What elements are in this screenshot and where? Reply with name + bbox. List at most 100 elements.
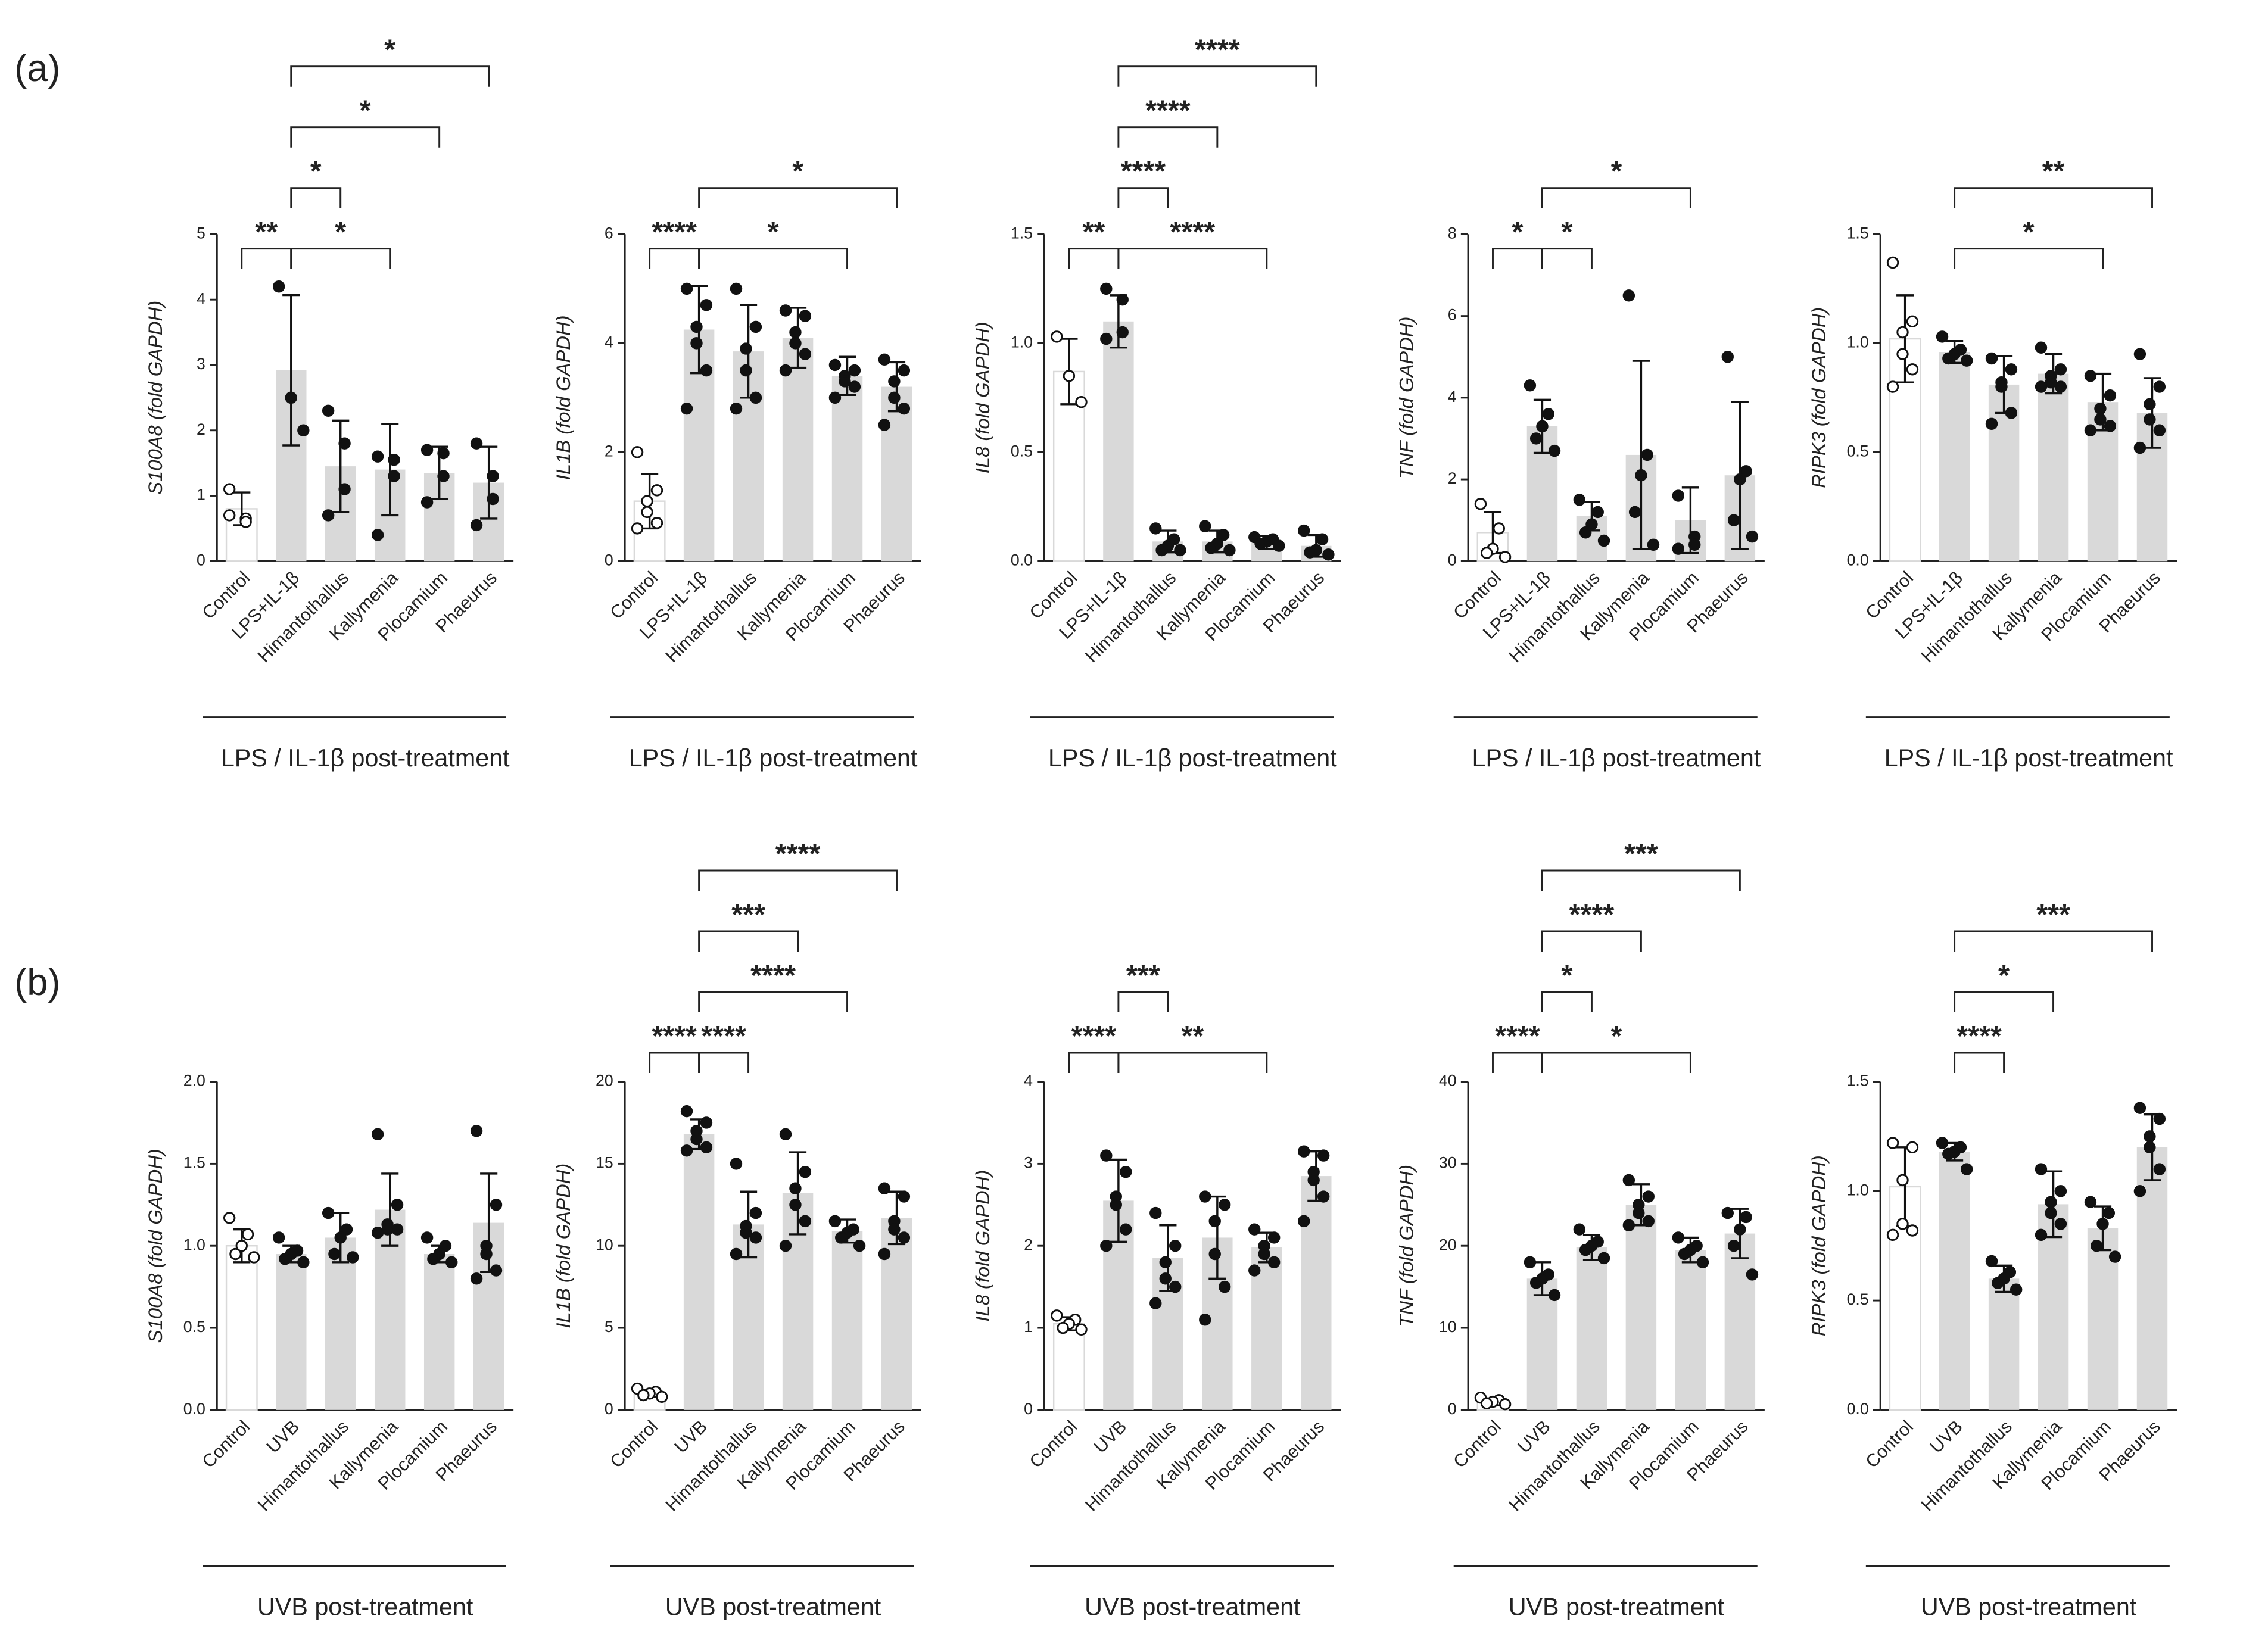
data-point [690,320,703,333]
data-point [2094,413,2107,426]
data-point [898,1231,911,1244]
data-point [789,326,802,339]
data-point [439,1240,452,1252]
data-point [1642,1215,1655,1228]
data-point [789,1199,802,1211]
data-point [2153,1112,2166,1125]
data-point [328,1247,341,1261]
data-point [1199,520,1211,532]
x-tick-label: Control [1450,1417,1505,1472]
data-point [2094,402,2107,415]
data-point [1642,1190,1655,1203]
y-tick-label: 1.5 [1847,1072,1869,1090]
significance-bracket [1954,248,2104,269]
error-bar [282,294,300,447]
error-bar [480,445,498,520]
x-axis-label: LPS / IL-1β post-treatment [1472,744,1761,772]
x-axis-label: UVB post-treatment [1921,1593,2137,1621]
data-point [779,304,792,317]
y-tick-label: 1 [1024,1318,1033,1336]
data-point [2091,1240,2103,1252]
error-bar [2143,377,2161,449]
data-point [322,1206,335,1219]
data-point [1116,326,1129,339]
y-axis-label: TNF (fold GAPDH) [1395,1165,1418,1327]
significance-label: **** [652,1020,697,1052]
data-point [248,1251,260,1264]
significance-label: **** [1195,34,1240,66]
y-tick-label: 0.5 [183,1318,205,1336]
x-tick-label: UVB [263,1417,303,1456]
data-point [2096,1218,2109,1230]
data-point [1524,1256,1537,1268]
data-point [799,1165,812,1178]
significance-bracket [1117,991,1169,1012]
data-point [1597,1252,1610,1265]
significance-bracket [1492,248,1543,269]
data-point [740,364,752,377]
data-point [334,1231,347,1244]
data-point [1218,1280,1231,1293]
bar [225,1245,258,1411]
data-point [235,1240,248,1252]
data-point [631,446,644,458]
data-point [888,391,901,404]
significance-bracket [1541,930,1642,952]
data-point [853,1240,866,1252]
bar [1052,1323,1085,1411]
data-point [1942,352,1955,365]
data-point [690,1133,703,1146]
data-point [2035,380,2048,393]
data-point [1548,444,1561,457]
significance-bracket [698,869,898,891]
x-tick-label: UVB [671,1417,711,1456]
data-point [1307,1174,1320,1187]
significance-label: **** [1170,216,1216,248]
data-point [656,1390,668,1403]
data-point [641,495,653,507]
data-point [1906,1224,1919,1237]
data-point [388,470,400,482]
x-tick-label: Control [1026,1417,1082,1472]
significance-label: **** [1071,1020,1117,1052]
bar [1988,1278,2020,1410]
error-bar [332,419,350,513]
data-point [1985,352,1998,365]
error-bar [1896,294,1914,383]
data-point [1322,548,1335,561]
significance-bracket [1117,248,1268,269]
data-point [2084,1196,2097,1208]
x-tick-label: Control [606,1417,662,1472]
y-tick-label: 0.0 [1847,1400,1869,1418]
data-point [1896,1174,1909,1187]
data-point [641,506,653,519]
bar [683,1134,715,1410]
significance-bracket [1068,1052,1120,1073]
y-tick-label: 1.0 [1847,1181,1869,1199]
y-tick-label: 4 [1448,388,1457,406]
significance-label: *** [2036,899,2070,931]
significance-label: * [2023,216,2035,248]
data-point [1746,530,1759,543]
significance-bracket [649,248,700,269]
bar [2038,373,2069,562]
data-point [1199,1190,1211,1203]
data-point [1727,1240,1740,1252]
y-tick-label: 10 [1439,1318,1457,1336]
data-point [1740,1211,1752,1224]
data-point [1498,551,1512,563]
data-point [828,1215,842,1228]
significance-label: ** [255,216,278,248]
data-point [1116,293,1129,306]
bar [881,1218,912,1410]
data-point [1597,534,1610,547]
data-point [848,380,861,393]
bar [423,1253,455,1410]
x-tick-label: UVB [1926,1417,1966,1456]
data-point [1051,330,1063,343]
data-point [391,1223,404,1236]
data-point [2084,424,2097,436]
data-point [1622,289,1635,302]
data-point [2035,341,2048,354]
